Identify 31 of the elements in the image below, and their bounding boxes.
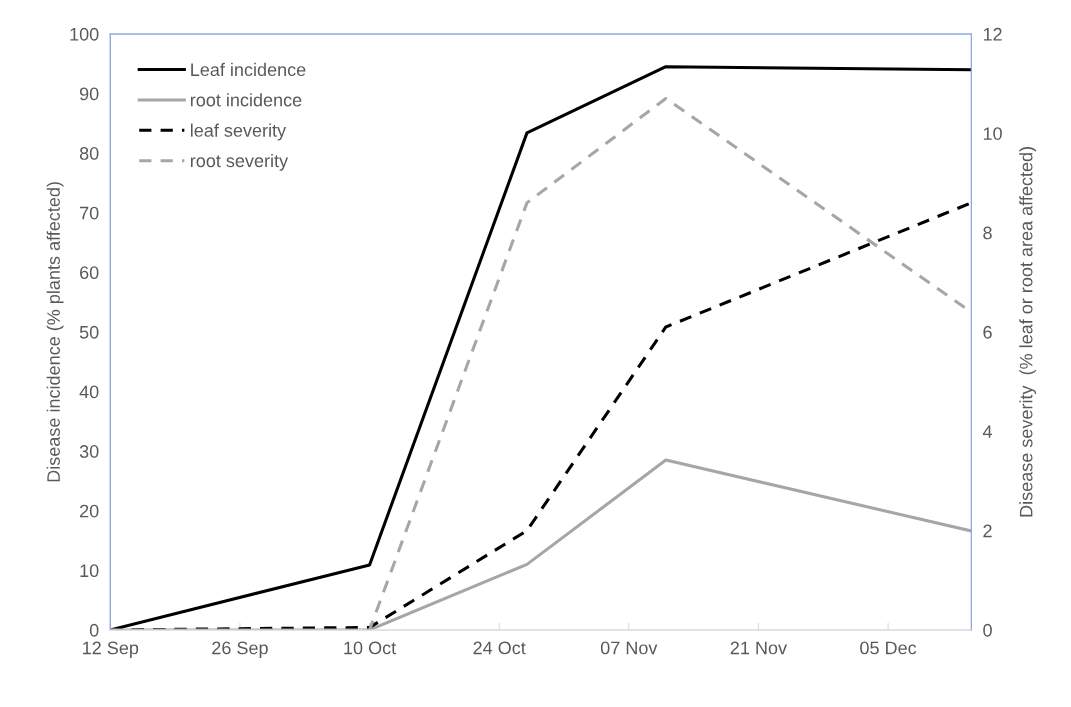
y2-tick-label: 10: [983, 127, 1002, 140]
y-tick-label: 40: [79, 385, 99, 399]
y2-tick-label: 2: [983, 524, 992, 538]
x-tick-label: 21 Nov: [730, 641, 787, 655]
y2-tick-label: 6: [983, 325, 992, 339]
x-tick-label: 10 Oct: [344, 641, 397, 655]
x-tick-label: 07 Nov: [600, 641, 658, 655]
y-tick-label: 20: [80, 504, 99, 518]
y-tick-label: 10: [80, 564, 99, 578]
legend-label: root severity: [190, 153, 289, 171]
x-tick-label: 24 Oct: [473, 641, 526, 655]
y-tick-label: 60: [80, 266, 99, 280]
y-tick-label: 90: [79, 87, 99, 101]
y-tick-label: 50: [79, 325, 99, 339]
y2-tick-label: 12: [983, 27, 1002, 41]
x-tick-label: 26 Sep: [212, 641, 268, 658]
y-axis-title: Disease incidence (% plants affected): [46, 182, 64, 482]
legend-label: Leaf incidence: [191, 62, 306, 77]
y-tick-label: 80: [79, 147, 99, 160]
y-tick-label: 100: [70, 27, 99, 41]
x-tick-label: 12 Sep: [83, 641, 139, 658]
y2-tick-label: 8: [983, 226, 992, 240]
y-tick-label: 0: [89, 623, 99, 637]
y-tick-label: 30: [79, 445, 99, 458]
y-tick-label: 70: [80, 206, 99, 220]
legend-label: leaf severity: [190, 123, 287, 141]
legend-label: root incidence: [190, 93, 302, 107]
y2-tick-label: 4: [982, 425, 993, 438]
y2-tick-label: 0: [983, 623, 992, 637]
x-tick-label: 05 Dec: [860, 641, 917, 655]
y2-axis-title: Disease severity (% leaf or root area affected): [1019, 147, 1037, 517]
